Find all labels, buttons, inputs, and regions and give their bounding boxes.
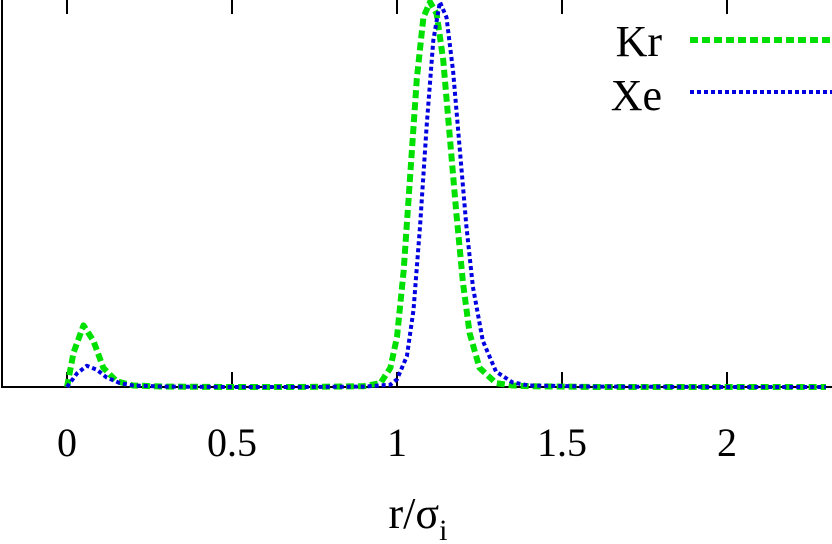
x-tick-label: 1.5: [537, 420, 587, 465]
x-tick-label: 0: [57, 420, 77, 465]
legend-label-kr: Kr: [616, 17, 663, 66]
x-tick-label: 0.5: [207, 420, 257, 465]
series-line-kr: [64, 0, 826, 390]
x-axis-ticks: 0 0.5 1 1.5 2: [57, 0, 737, 465]
series-layer: [64, 0, 826, 390]
x-tick-label: 2: [717, 420, 737, 465]
x-axis-label: r/σi: [389, 489, 448, 544]
legend-label-xe: Xe: [611, 71, 662, 120]
x-tick-label: 1: [387, 420, 407, 465]
series-line-xe: [65, 0, 826, 389]
plot-frame: [1, 0, 832, 388]
x-axis-label-main: r/σ: [389, 489, 440, 538]
x-axis-label-subscript: i: [439, 514, 447, 544]
legend: Kr Xe: [611, 17, 832, 120]
